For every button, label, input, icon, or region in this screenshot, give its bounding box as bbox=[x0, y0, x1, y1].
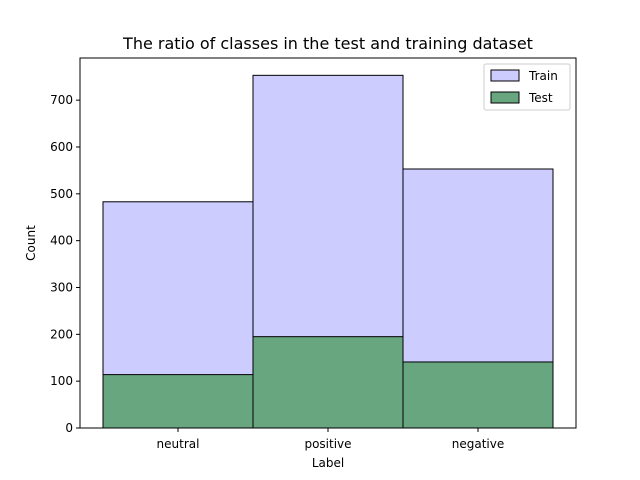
bars-layer bbox=[102, 74, 554, 429]
bar-test-neutral bbox=[102, 374, 254, 429]
legend-swatch-train bbox=[490, 69, 520, 82]
y-tick-label: 400 bbox=[50, 234, 73, 248]
y-tick-label: 0 bbox=[65, 421, 73, 435]
x-tick-label-positive: positive bbox=[304, 437, 351, 451]
chart-title: The ratio of classes in the test and tra… bbox=[122, 34, 533, 53]
x-tick-label-negative: negative bbox=[452, 437, 504, 451]
x-axis-label: Label bbox=[312, 456, 344, 470]
y-tick-label: 600 bbox=[50, 140, 73, 154]
x-axis-ticks: neutral positive negative bbox=[157, 428, 504, 451]
legend-label-train: Train bbox=[528, 69, 558, 83]
bar-test-positive bbox=[252, 336, 404, 429]
y-tick-label: 300 bbox=[50, 280, 73, 294]
legend: Train Test bbox=[483, 63, 571, 111]
y-tick-label: 100 bbox=[50, 374, 73, 388]
x-tick-label-neutral: neutral bbox=[157, 437, 200, 451]
y-tick-label: 200 bbox=[50, 327, 73, 341]
y-axis-label: Count bbox=[24, 225, 38, 261]
y-axis-ticks: 0 100 200 300 400 500 600 700 bbox=[50, 93, 80, 435]
legend-swatch-test bbox=[490, 91, 520, 104]
bar-test-negative bbox=[402, 361, 554, 429]
y-tick-label: 700 bbox=[50, 93, 73, 107]
legend-label-test: Test bbox=[528, 91, 553, 105]
y-tick-label: 500 bbox=[50, 187, 73, 201]
